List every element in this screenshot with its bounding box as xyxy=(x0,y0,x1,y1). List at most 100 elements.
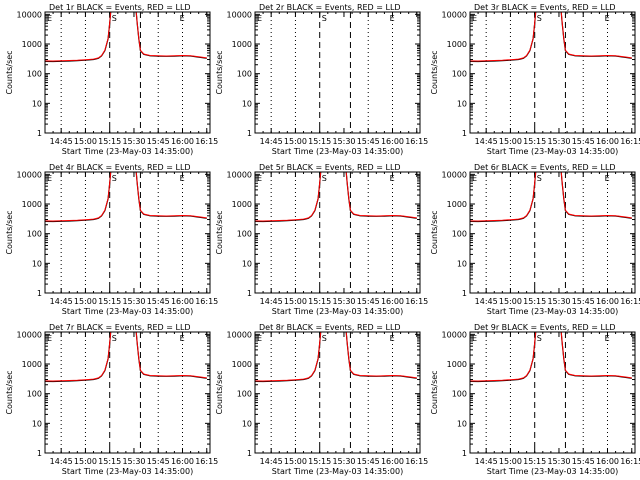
x-tick-label: 15:30 xyxy=(332,457,355,466)
x-tick-label: 14:45 xyxy=(475,297,498,306)
y-tick-label: 1000 xyxy=(22,200,42,209)
y-tick-label: 10 xyxy=(242,259,252,268)
panel-title: Det 1r BLACK = Events, RED = LLD xyxy=(49,3,191,12)
panel-title: Det 6r BLACK = Events, RED = LLD xyxy=(474,163,616,172)
y-tick-label: 100 xyxy=(27,390,42,399)
y-tick-label: 1000 xyxy=(447,40,467,49)
panel-title: Det 3r BLACK = Events, RED = LLD xyxy=(474,3,616,12)
y-tick-label: 10 xyxy=(457,99,467,108)
y-axis-label: Counts/sec xyxy=(5,210,14,254)
x-tick-label: 15:45 xyxy=(147,457,170,466)
y-tick-label: 100 xyxy=(27,230,42,239)
y-axis-label: Counts/sec xyxy=(5,370,14,414)
y-tick-label: 1 xyxy=(37,449,42,458)
x-axis-label: Start Time (23-May-03 14:35:00) xyxy=(487,467,618,476)
x-tick-label: 16:15 xyxy=(620,137,640,146)
plot-frame xyxy=(44,11,211,134)
x-tick-label: 15:15 xyxy=(308,137,331,146)
panel-title: Det 9r BLACK = Events, RED = LLD xyxy=(474,323,616,332)
panel-title: Det 5r BLACK = Events, RED = LLD xyxy=(259,163,401,172)
x-tick-label: 15:00 xyxy=(284,297,307,306)
x-tick-label: 15:30 xyxy=(332,297,355,306)
x-tick-label: 15:00 xyxy=(284,137,307,146)
x-tick-label: 15:15 xyxy=(98,297,121,306)
x-tick-label: 16:15 xyxy=(195,457,218,466)
event-marker: S xyxy=(112,14,117,23)
plot-frame xyxy=(44,331,211,454)
lld-series-line xyxy=(255,172,417,222)
y-tick-label: 10000 xyxy=(442,10,467,19)
event-marker: E xyxy=(605,174,610,183)
y-axis-label: Counts/sec xyxy=(5,50,14,94)
x-tick-label: 15:45 xyxy=(147,297,170,306)
y-tick-label: 10 xyxy=(32,419,42,428)
x-axis-label: Start Time (23-May-03 14:35:00) xyxy=(62,147,193,156)
event-marker: E xyxy=(257,174,262,183)
x-tick-label: 15:00 xyxy=(284,457,307,466)
y-tick-label: 100 xyxy=(452,390,467,399)
detector-panel-9: Det 9r BLACK = Events, RED = LLD 1 10 100 10… xyxy=(430,323,640,476)
y-tick-label: 1000 xyxy=(22,360,42,369)
x-tick-label: 15:30 xyxy=(332,137,355,146)
x-tick-label: 14:45 xyxy=(260,297,283,306)
x-tick-label: 15:00 xyxy=(499,137,522,146)
lld-series-line xyxy=(255,332,417,382)
y-axis-label: Counts/sec xyxy=(215,50,224,94)
y-tick-label: 1 xyxy=(462,289,467,298)
x-tick-label: 16:15 xyxy=(405,137,428,146)
detector-panel-8: Det 8r BLACK = Events, RED = LLD 1 10 100 10… xyxy=(215,323,428,476)
x-tick-label: 15:30 xyxy=(122,297,145,306)
event-marker: E xyxy=(47,174,52,183)
event-marker: E xyxy=(605,334,610,343)
plot-frame xyxy=(469,11,636,134)
x-tick-label: 15:00 xyxy=(74,137,97,146)
plot-frame xyxy=(44,171,211,294)
lld-series-line xyxy=(470,172,632,222)
detector-panel-2: Det 2r BLACK = Events, RED = LLD 1 10 100 10… xyxy=(215,3,428,156)
x-tick-label: 16:15 xyxy=(405,457,428,466)
x-tick-label: 16:00 xyxy=(596,137,619,146)
x-tick-label: 15:45 xyxy=(147,137,170,146)
x-tick-label: 16:00 xyxy=(381,297,404,306)
detector-panel-4: Det 4r BLACK = Events, RED = LLD 1 10 100 10… xyxy=(5,163,218,316)
event-marker: E xyxy=(390,174,395,183)
x-tick-label: 15:15 xyxy=(523,457,546,466)
y-axis-label: Counts/sec xyxy=(430,210,439,254)
x-tick-label: 15:15 xyxy=(523,297,546,306)
y-tick-label: 1000 xyxy=(232,40,252,49)
x-tick-label: 14:45 xyxy=(50,457,73,466)
x-tick-label: 15:00 xyxy=(74,297,97,306)
x-tick-label: 14:45 xyxy=(50,297,73,306)
x-tick-label: 15:00 xyxy=(499,457,522,466)
x-tick-label: 16:00 xyxy=(171,297,194,306)
x-axis-label: Start Time (23-May-03 14:35:00) xyxy=(272,147,403,156)
x-tick-label: 15:45 xyxy=(357,297,380,306)
y-tick-label: 1 xyxy=(37,289,42,298)
x-tick-label: 15:45 xyxy=(357,457,380,466)
y-tick-label: 10 xyxy=(457,419,467,428)
event-marker: S xyxy=(112,174,117,183)
x-tick-label: 15:30 xyxy=(547,297,570,306)
event-marker: E xyxy=(47,334,52,343)
detector-panel-6: Det 6r BLACK = Events, RED = LLD 1 10 100 10… xyxy=(430,163,640,316)
detector-panel-1: Det 1r BLACK = Events, RED = LLD 1 10 100 10… xyxy=(5,3,218,156)
y-tick-label: 10000 xyxy=(17,170,42,179)
y-axis-label: Counts/sec xyxy=(430,50,439,94)
x-tick-label: 15:45 xyxy=(572,297,595,306)
y-tick-label: 1000 xyxy=(232,200,252,209)
detector-panel-7: Det 7r BLACK = Events, RED = LLD 1 10 100 10… xyxy=(5,323,218,476)
x-tick-label: 15:30 xyxy=(547,137,570,146)
x-axis-label: Start Time (23-May-03 14:35:00) xyxy=(62,307,193,316)
x-tick-label: 16:00 xyxy=(596,297,619,306)
event-marker: E xyxy=(390,14,395,23)
event-marker: E xyxy=(472,334,477,343)
x-tick-label: 14:45 xyxy=(260,457,283,466)
x-tick-label: 15:15 xyxy=(308,297,331,306)
y-tick-label: 1 xyxy=(247,129,252,138)
y-tick-label: 10 xyxy=(242,419,252,428)
event-marker: S xyxy=(322,14,327,23)
x-tick-label: 16:15 xyxy=(620,297,640,306)
event-marker: S xyxy=(537,14,542,23)
event-marker: E xyxy=(180,14,185,23)
